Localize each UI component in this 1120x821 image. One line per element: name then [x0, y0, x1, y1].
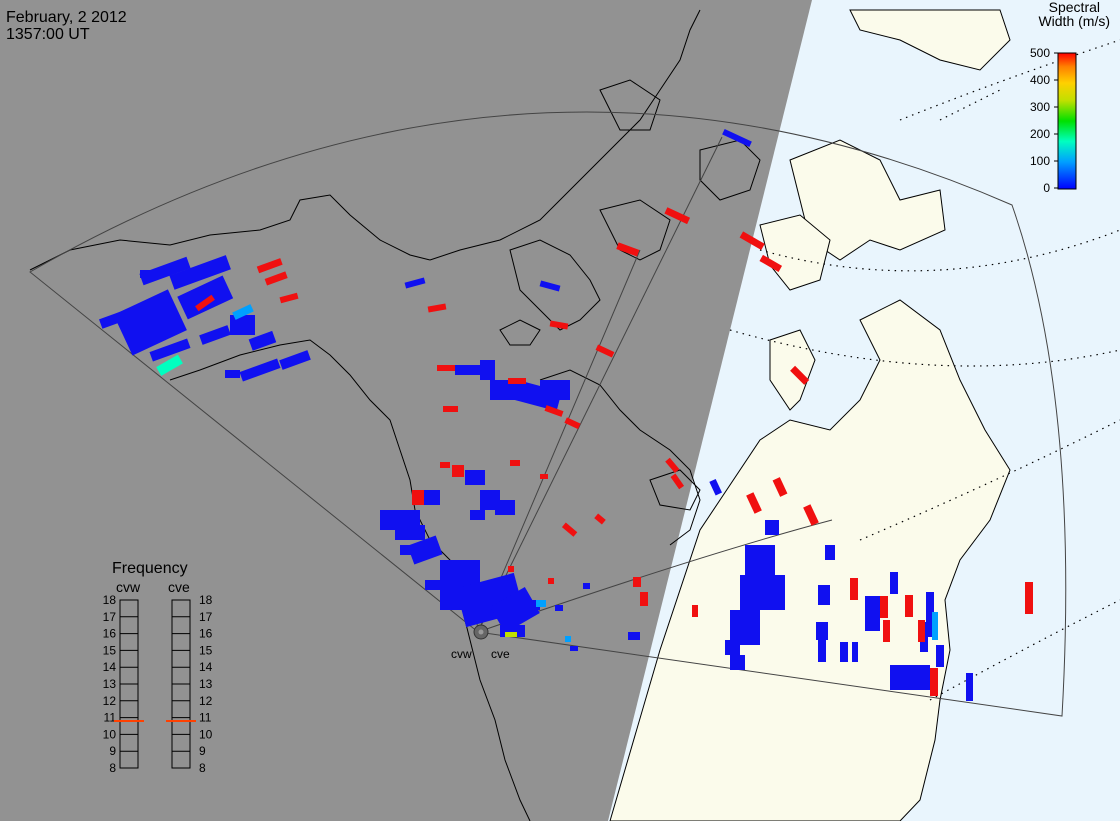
graticule [729, 39, 1120, 701]
frequency-title: Frequency [112, 560, 188, 577]
frequency-scale-label-right: 15 [199, 643, 213, 657]
frequency-scale-label-left: 8 [109, 761, 116, 775]
cb-tick-400: 400 [1030, 73, 1050, 87]
colorbar [1057, 52, 1077, 190]
cb-tick-200: 200 [1030, 127, 1050, 141]
frequency-scale-label-left: 9 [109, 744, 116, 758]
frequency-scale-label-left: 12 [103, 694, 117, 708]
scatter-mid [156, 304, 938, 642]
frequency-scale-label-right: 14 [199, 660, 213, 674]
frequency-scale-label-right: 12 [199, 694, 213, 708]
frequency-cvw-label: cvw [116, 579, 141, 595]
day-land [609, 9, 1011, 821]
colorbar-title-line2: Width (m/s) [1038, 13, 1110, 29]
radar-label-cve: cve [491, 647, 510, 661]
frequency-scale-label-left: 14 [103, 660, 117, 674]
radar-sites [473, 624, 489, 640]
date-label: February, 2 2012 [6, 9, 127, 26]
frequency-scale-label-right: 10 [199, 727, 213, 741]
frequency-panel: 18 18 17 17 16 16 15 15 14 14 13 13 12 12 11 11 10 10 9 9 8 8 [103, 593, 213, 775]
cb-tick-300: 300 [1030, 100, 1050, 114]
frequency-scale-label-left: 10 [103, 727, 117, 741]
frequency-scale-label-left: 16 [103, 627, 117, 641]
frequency-scale-label-right: 13 [199, 677, 213, 691]
frequency-scale-label-right: 11 [199, 711, 212, 725]
night-region [0, 0, 812, 821]
frequency-cve-label: cve [168, 579, 190, 595]
radar-label-cvw: cvw [451, 647, 472, 661]
frequency-scale-label-left: 17 [103, 610, 117, 624]
colorbar-title-line1: Spectral [1048, 0, 1100, 15]
scatter-low [99, 128, 973, 701]
frequency-scale-label-left: 13 [103, 677, 117, 691]
frequency-scale-label-right: 16 [199, 627, 213, 641]
frequency-scale-label-right: 8 [199, 761, 206, 775]
cb-tick-500: 500 [1030, 46, 1050, 60]
scatter-high [195, 207, 1033, 696]
colorbar-ticks [1054, 52, 1058, 189]
cb-tick-100: 100 [1030, 154, 1050, 168]
frequency-scale-label-left: 11 [104, 711, 117, 725]
colorbar-tick-labels: 500 400 300 200 100 0 [1030, 46, 1050, 195]
frequency-scale-label-left: 15 [103, 643, 117, 657]
cb-tick-0: 0 [1043, 181, 1050, 195]
frequency-scale-label-left: 18 [103, 593, 117, 607]
frequency-scale-label-right: 18 [199, 593, 213, 607]
frequency-scale-label-right: 9 [199, 744, 206, 758]
time-label: 1357:00 UT [6, 26, 90, 43]
frequency-scale-label-right: 17 [199, 610, 213, 624]
